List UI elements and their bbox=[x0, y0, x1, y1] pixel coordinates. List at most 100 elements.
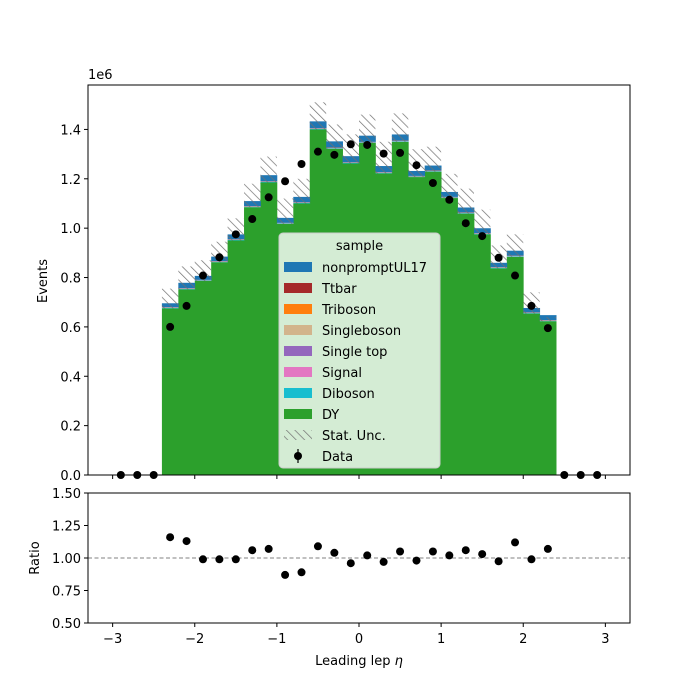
legend-swatch-nonpromptul17 bbox=[284, 262, 312, 272]
data-point bbox=[313, 147, 322, 156]
ratio-point bbox=[428, 547, 437, 556]
legend-swatch-signal bbox=[284, 367, 312, 377]
legend-label-singleboson: Singleboson bbox=[322, 324, 401, 339]
data-point bbox=[264, 193, 273, 202]
data-point bbox=[231, 230, 240, 239]
ratio-point bbox=[346, 559, 355, 568]
stat-unc-band bbox=[391, 113, 409, 142]
stat-unc-band bbox=[309, 102, 327, 130]
data-point bbox=[281, 177, 290, 186]
ratio-y-axis-title: Ratio bbox=[28, 541, 43, 574]
data-point bbox=[494, 253, 503, 262]
main-y-axis-title: Events bbox=[36, 259, 51, 303]
x-axis-title: Leading lep η bbox=[315, 654, 403, 669]
stat-unc-band bbox=[276, 198, 294, 224]
ratio-point bbox=[412, 556, 421, 565]
legend-box bbox=[278, 232, 441, 469]
ratio-point bbox=[231, 555, 240, 564]
data-point bbox=[198, 271, 207, 280]
ratio-point bbox=[215, 555, 224, 564]
data-point bbox=[248, 215, 257, 224]
legend-swatch-dy bbox=[284, 409, 312, 419]
legend-swatch-triboson bbox=[284, 304, 312, 314]
ratio-point bbox=[494, 557, 503, 566]
stat-unc-band bbox=[227, 218, 245, 241]
stat-unc-band bbox=[457, 188, 474, 214]
stat-unc-band bbox=[194, 260, 212, 281]
x-tick-label: 0 bbox=[355, 632, 363, 647]
stat-unc-band bbox=[178, 266, 195, 290]
main-y-tick-label: 0.2 bbox=[60, 420, 81, 435]
ratio-y-tick-label: 0.50 bbox=[52, 617, 81, 632]
bar-dy bbox=[178, 289, 196, 475]
stat-unc-band bbox=[161, 288, 179, 309]
bar-dy bbox=[194, 280, 212, 475]
bar-dy bbox=[161, 308, 179, 475]
data-point bbox=[478, 232, 487, 241]
data-point bbox=[166, 322, 175, 331]
ratio-y-tick-label: 1.25 bbox=[52, 520, 81, 535]
legend-label-signal: Signal bbox=[322, 366, 362, 381]
bar-dy bbox=[490, 268, 508, 475]
data-point bbox=[297, 159, 306, 168]
x-axis-title-symbol: η bbox=[395, 654, 403, 669]
stat-unc-band bbox=[359, 114, 376, 144]
ratio-point bbox=[330, 548, 339, 557]
data-point bbox=[346, 140, 355, 149]
stat-unc-band bbox=[326, 124, 343, 149]
ratio-point bbox=[379, 557, 388, 566]
main-y-multiplier: 1e6 bbox=[88, 68, 113, 83]
data-point bbox=[330, 150, 339, 159]
data-point bbox=[445, 195, 454, 204]
legend-label-single-top: Single top bbox=[322, 345, 387, 360]
ratio-point bbox=[313, 542, 322, 551]
legend-label-dy: DY bbox=[322, 408, 339, 423]
data-point bbox=[511, 271, 520, 280]
stat-unc-band bbox=[506, 234, 524, 257]
main-y-tick-label: 0.6 bbox=[60, 321, 81, 336]
legend-label-triboson: Triboson bbox=[321, 303, 376, 318]
data-point bbox=[379, 149, 388, 158]
ratio-point bbox=[182, 537, 191, 546]
legend-label-data: Data bbox=[322, 450, 353, 465]
bar-dy bbox=[227, 240, 245, 475]
main-y-tick-label: 1.4 bbox=[60, 123, 81, 138]
legend-label-stat-unc-: Stat. Unc. bbox=[322, 429, 386, 444]
x-axis-title-text: Leading lep bbox=[315, 654, 390, 669]
legend-swatch-single-top bbox=[284, 346, 312, 356]
stat-unc-band bbox=[441, 173, 458, 199]
ratio-point bbox=[445, 551, 454, 560]
bar-dy bbox=[260, 182, 278, 475]
stat-unc-band bbox=[424, 146, 442, 172]
stat-unc-band bbox=[244, 183, 261, 208]
ratio-point bbox=[363, 551, 372, 560]
x-tick-label: −1 bbox=[267, 632, 286, 647]
main-y-tick-label: 0.8 bbox=[60, 272, 81, 287]
main-y-tick-label: 1.2 bbox=[60, 173, 81, 188]
bar-dy bbox=[211, 262, 229, 475]
ratio-point bbox=[478, 550, 487, 559]
stat-unc-band bbox=[293, 178, 310, 204]
bar-dy bbox=[244, 207, 261, 476]
data-point bbox=[396, 148, 405, 157]
ratio-point bbox=[396, 547, 405, 556]
bar-dy bbox=[441, 198, 458, 475]
data-point bbox=[527, 301, 536, 310]
stat-unc-band bbox=[342, 134, 359, 164]
x-tick-label: 1 bbox=[437, 632, 445, 647]
ratio-point bbox=[198, 555, 207, 564]
data-point bbox=[363, 140, 372, 149]
main-y-tick-label: 0.0 bbox=[60, 469, 81, 484]
main-y-tick-label: 1.0 bbox=[60, 222, 81, 237]
legend: sample nonpromptUL17 Ttbar Triboson Singlebo… bbox=[278, 232, 441, 469]
legend-swatch-stat-unc- bbox=[284, 430, 312, 440]
data-point bbox=[543, 324, 552, 333]
data-point bbox=[215, 253, 224, 262]
ratio-y-tick-label: 0.75 bbox=[52, 585, 81, 600]
legend-swatch-ttbar bbox=[284, 283, 312, 293]
legend-swatch-diboson bbox=[284, 388, 312, 398]
legend-swatch-singleboson bbox=[284, 325, 312, 335]
data-point bbox=[412, 161, 421, 170]
ratio-point bbox=[543, 544, 552, 553]
